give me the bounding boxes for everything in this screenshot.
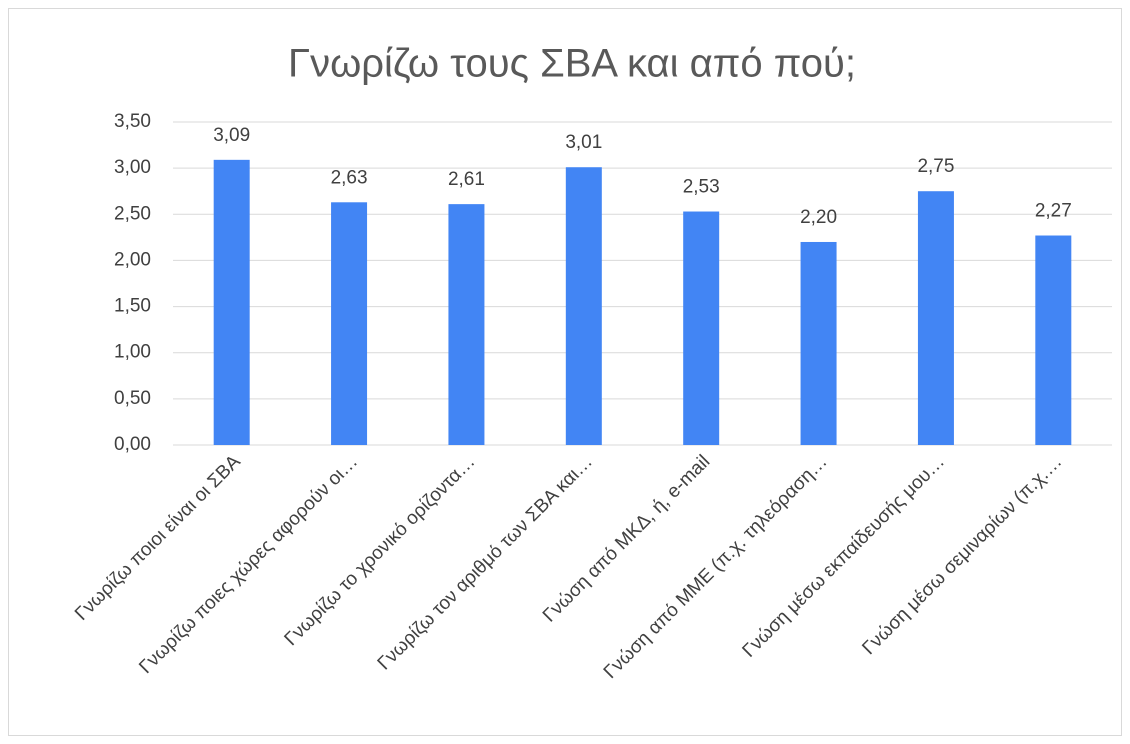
- y-tick-label: 0,00: [114, 434, 151, 455]
- y-tick-label: 2,50: [114, 203, 151, 224]
- y-tick-label: 1,50: [114, 296, 151, 317]
- value-label: 3,01: [565, 132, 602, 153]
- value-label: 2,61: [448, 169, 485, 190]
- value-label: 2,75: [917, 156, 954, 177]
- value-label: 3,09: [213, 125, 250, 146]
- chart-title: Γνωρίζω τους ΣΒΑ και από πού;: [288, 42, 856, 86]
- bar: [213, 159, 250, 445]
- y-tick-label: 0,50: [114, 388, 151, 409]
- value-label: 2,20: [800, 207, 837, 228]
- bar: [800, 241, 837, 445]
- bar: [448, 204, 485, 445]
- bar: [565, 167, 602, 445]
- bar: [917, 191, 954, 445]
- bar: [683, 211, 720, 445]
- value-label: 2,27: [1035, 201, 1072, 222]
- bar: [331, 202, 368, 445]
- y-tick-label: 2,00: [114, 249, 151, 270]
- value-label: 2,63: [331, 167, 368, 188]
- bar: [1035, 235, 1072, 445]
- value-label: 2,53: [683, 177, 720, 198]
- y-tick-label: 1,00: [114, 342, 151, 363]
- y-tick-label: 3,00: [114, 157, 151, 178]
- y-tick-label: 3,50: [114, 111, 151, 132]
